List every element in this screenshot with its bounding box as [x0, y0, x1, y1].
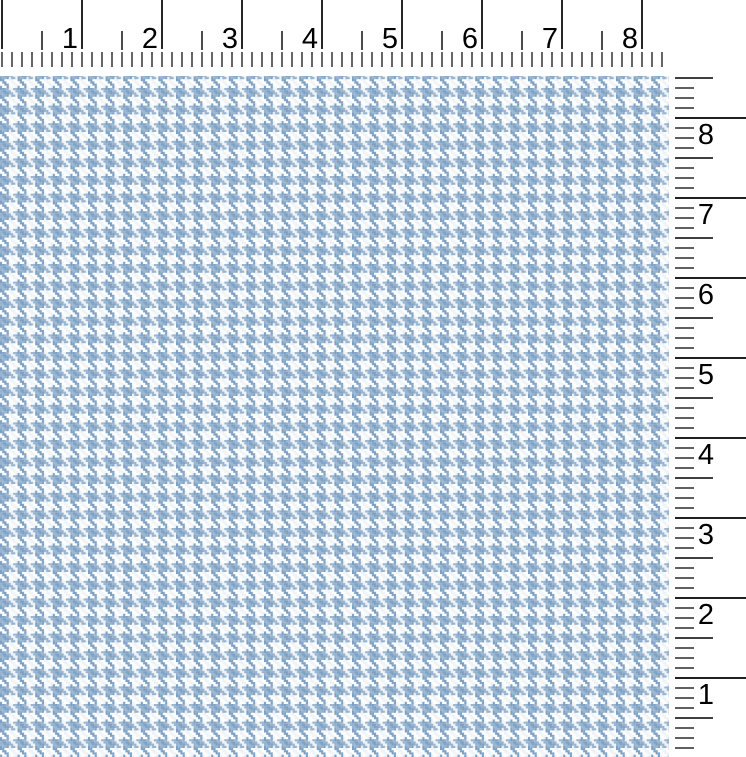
- right-ruler-label-5: 5: [698, 359, 714, 391]
- top-ruler: 1 2 3 4 5 6 7 8: [1, 0, 663, 67]
- fabric-swatch: [0, 76, 669, 757]
- right-ruler: 8 7 6 5 4 3 2 1: [675, 77, 746, 749]
- right-ruler-label-2: 2: [698, 599, 714, 631]
- top-ruler-label-2: 2: [142, 23, 158, 55]
- top-ruler-label-1: 1: [62, 23, 78, 55]
- right-ruler-label-3: 3: [698, 519, 714, 551]
- right-ruler-label-1: 1: [698, 679, 714, 711]
- right-ruler-label-4: 4: [698, 439, 714, 471]
- top-ruler-label-5: 5: [382, 23, 398, 55]
- right-ruler-label-7: 7: [698, 199, 714, 231]
- right-ruler-label-8: 8: [698, 119, 714, 151]
- top-ruler-label-4: 4: [302, 23, 318, 55]
- top-ruler-label-8: 8: [622, 23, 638, 55]
- top-ruler-label-3: 3: [222, 23, 238, 55]
- top-ruler-label-6: 6: [462, 23, 478, 55]
- right-ruler-label-6: 6: [698, 279, 714, 311]
- top-ruler-label-7: 7: [542, 23, 558, 55]
